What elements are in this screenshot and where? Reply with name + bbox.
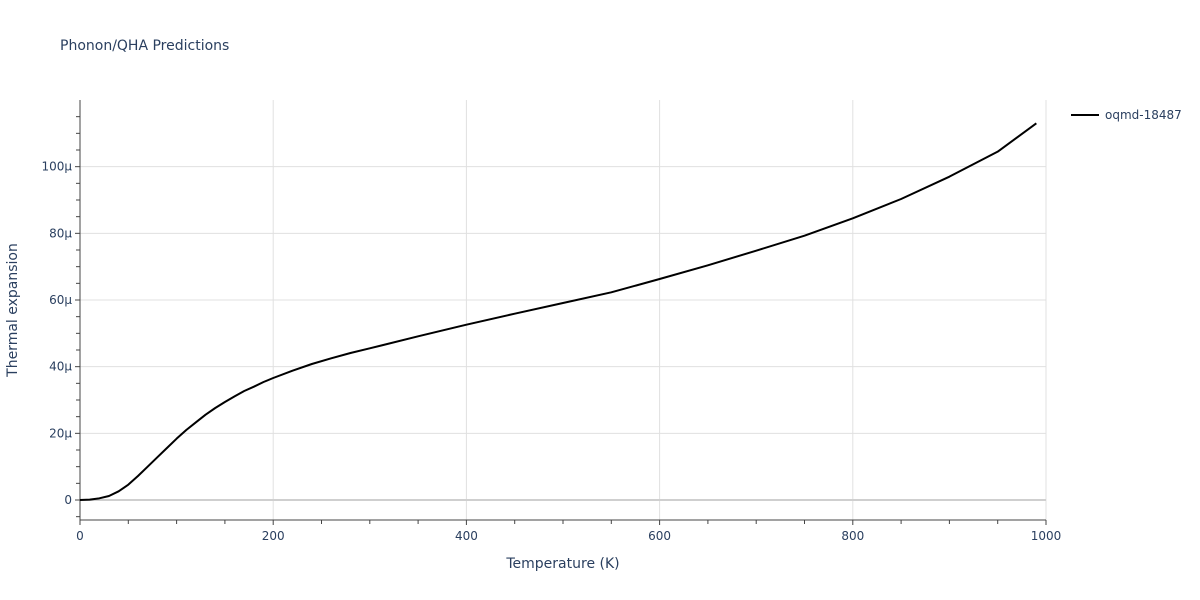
x-axis-title: Temperature (K) bbox=[505, 556, 619, 572]
x-tick-label: 600 bbox=[648, 529, 671, 543]
grid-layer bbox=[80, 100, 1047, 520]
x-tick-label: 0 bbox=[76, 529, 84, 543]
x-tick-label: 200 bbox=[262, 529, 285, 543]
legend: oqmd-18487 bbox=[1071, 108, 1182, 122]
y-tick-label: 40μ bbox=[49, 360, 72, 374]
series-line bbox=[79, 122, 1037, 501]
y-tick-label: 80μ bbox=[49, 226, 72, 240]
y-axis-title: Thermal expansion bbox=[5, 243, 21, 378]
y-tick-label: 0 bbox=[64, 493, 72, 507]
y-tick-label: 20μ bbox=[49, 426, 72, 440]
series-layer bbox=[79, 122, 1037, 501]
chart-title: Phonon/QHA Predictions bbox=[60, 38, 229, 54]
x-tick-label: 800 bbox=[841, 529, 864, 543]
x-tick-label: 1000 bbox=[1031, 529, 1062, 543]
y-tick-label: 60μ bbox=[49, 293, 72, 307]
axes-layer: 0 200 400 600 800 1000 0 20μ 40μ 60μ 80μ 100μ bbox=[41, 100, 1061, 543]
y-tick-label: 100μ bbox=[41, 160, 72, 174]
legend-label: oqmd-18487 bbox=[1105, 108, 1182, 122]
x-tick-label: 400 bbox=[455, 529, 478, 543]
